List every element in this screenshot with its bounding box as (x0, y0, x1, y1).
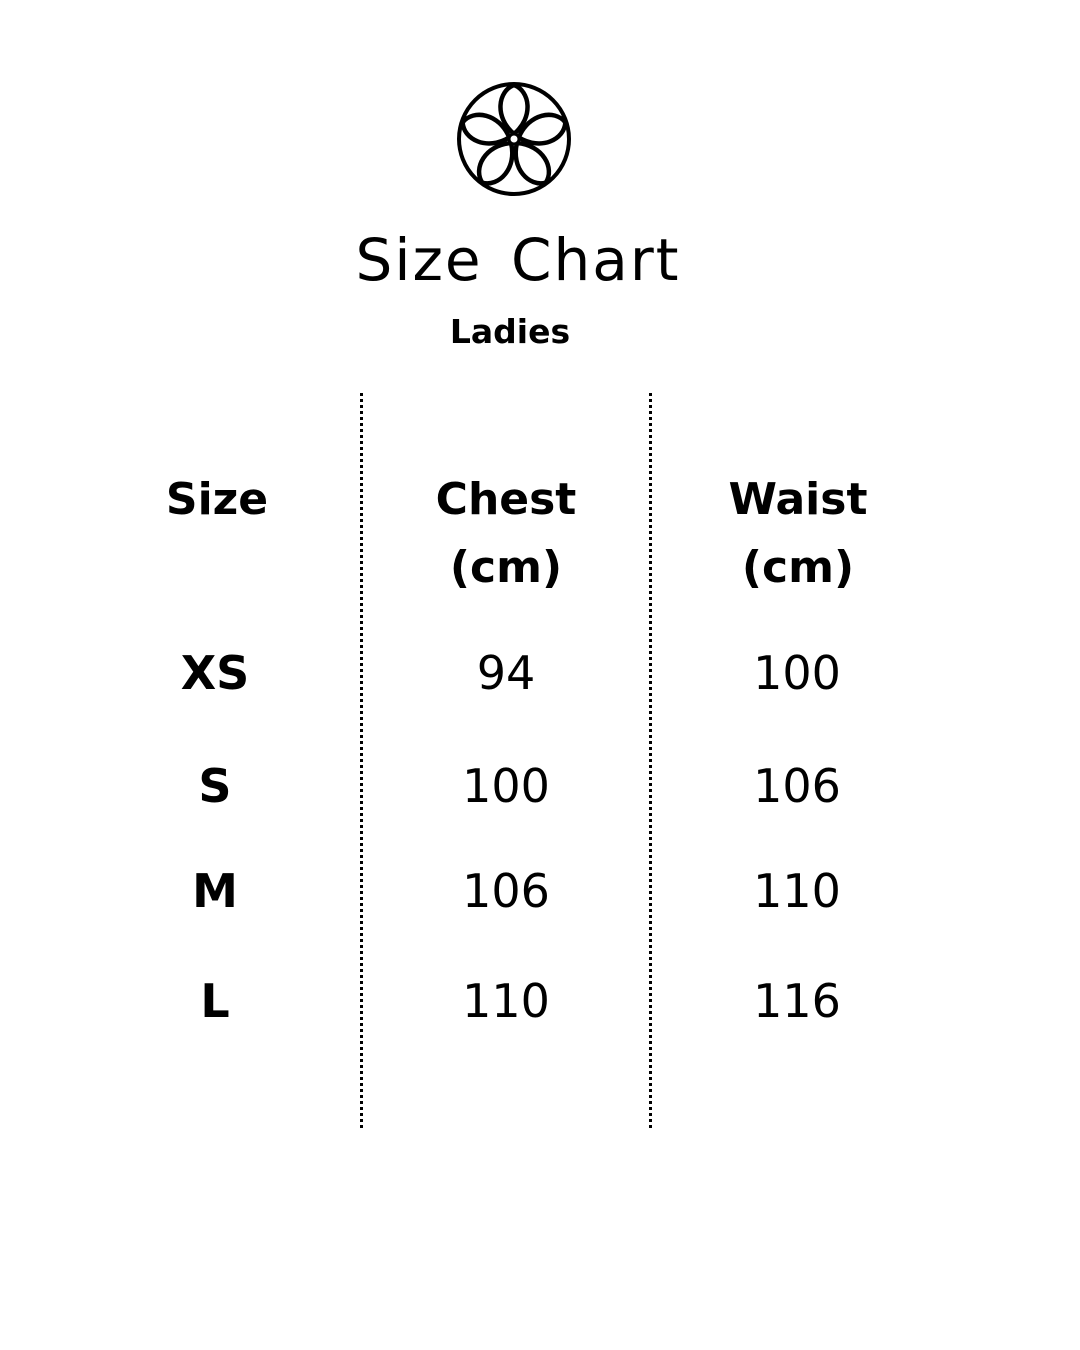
header-chest-label: Chest (435, 474, 577, 525)
page-title: Size Chart (355, 226, 681, 294)
chest-cell: 94 (476, 646, 536, 700)
chest-cell: 106 (462, 864, 550, 918)
waist-cell: 116 (753, 974, 841, 1028)
size-cell: L (200, 974, 230, 1028)
waist-cell: 106 (753, 759, 841, 813)
chest-cell: 110 (462, 974, 550, 1028)
header-waist: Waist (cm) (668, 466, 928, 602)
page-subtitle: Ladies (449, 312, 571, 351)
chest-cell: 100 (462, 759, 550, 813)
column-divider (649, 393, 652, 1128)
header-size-label: Size (165, 474, 269, 525)
size-cell: M (192, 864, 238, 918)
header-chest: Chest (cm) (376, 466, 636, 602)
header-waist-label: Waist (728, 474, 868, 525)
waist-cell: 110 (753, 864, 841, 918)
header-chest-unit: (cm) (449, 542, 563, 593)
column-divider (360, 393, 363, 1128)
size-cell: XS (180, 646, 250, 700)
flower-logo-icon (454, 82, 574, 196)
size-cell: S (198, 759, 232, 813)
header-size: Size (87, 466, 347, 534)
header-waist-unit: (cm) (741, 542, 855, 593)
waist-cell: 100 (753, 646, 841, 700)
